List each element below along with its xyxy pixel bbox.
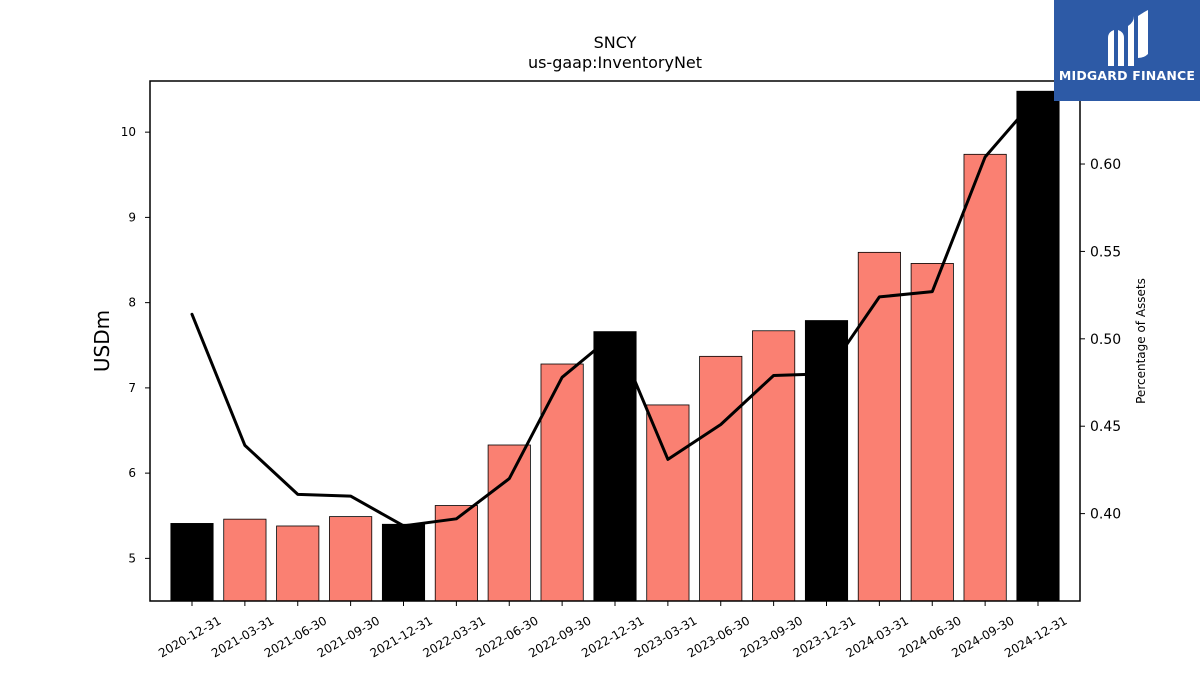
bar [1016, 90, 1060, 602]
y-axis-label: USDm [90, 310, 114, 372]
brand-name: MIDGARD FINANCE [1058, 68, 1196, 83]
bar [646, 404, 690, 602]
right-axis-ticks: 0.40 0.45 0.50 0.55 0.60 [1080, 157, 1121, 523]
line-layer [190, 94, 1040, 528]
y-tick-label: 7 [128, 381, 136, 395]
y-tick-label: 10 [121, 125, 136, 139]
bar [804, 320, 849, 602]
x-axis-ticks: 2020-12-312021-03-312021-06-302021-09-30… [156, 601, 1070, 660]
bar [487, 444, 531, 602]
y2-tick-label: 0.50 [1090, 332, 1121, 348]
y-tick-label: 8 [128, 296, 136, 310]
y-tick-label: 6 [128, 466, 136, 480]
brand-logo: MIDGARD FINANCE [1054, 0, 1200, 101]
bars-layer [170, 90, 1060, 602]
bar [540, 363, 584, 602]
chart-title: SNCY [594, 33, 637, 52]
bar [963, 153, 1007, 602]
y2-tick-label: 0.45 [1090, 419, 1121, 435]
bar [381, 523, 426, 602]
bar [593, 331, 637, 602]
y2-axis-label: Percentage of Assets [1134, 278, 1148, 404]
bar [699, 355, 743, 602]
midgard-logo-icon [1108, 10, 1148, 66]
y-tick-label: 9 [128, 210, 136, 224]
bar [752, 330, 796, 602]
bar [329, 516, 373, 602]
bar [170, 523, 214, 602]
bar [276, 525, 320, 602]
bar [910, 263, 954, 602]
chart-subtitle: us-gaap:InventoryNet [528, 53, 702, 72]
left-axis-ticks: 5 6 7 8 9 10 [121, 125, 150, 565]
y-tick-label: 5 [128, 551, 136, 565]
y2-tick-label: 0.55 [1090, 244, 1121, 260]
bar [223, 518, 267, 602]
bar [857, 251, 901, 602]
y2-tick-label: 0.40 [1090, 507, 1121, 523]
y2-tick-label: 0.60 [1090, 157, 1121, 173]
